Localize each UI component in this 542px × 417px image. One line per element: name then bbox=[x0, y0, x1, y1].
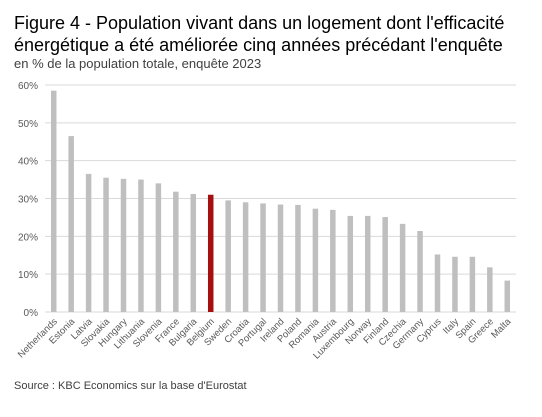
bar-poland bbox=[295, 204, 301, 312]
x-axis-ticks: NetherlandsEstoniaLatviaSlovakiaHungaryL… bbox=[16, 316, 514, 362]
bar-ireland bbox=[277, 204, 284, 312]
bar-slovenia bbox=[155, 183, 162, 312]
bar-germany bbox=[417, 231, 423, 312]
y-tick-label: 60% bbox=[18, 81, 38, 92]
bar-austria bbox=[330, 209, 336, 312]
bar-italy bbox=[452, 256, 458, 312]
bar-hungary bbox=[120, 178, 127, 312]
bars bbox=[50, 90, 511, 312]
chart-title: Figure 4 - Population vivant dans un log… bbox=[14, 13, 505, 55]
bar-malta bbox=[504, 280, 511, 312]
bar-romania bbox=[312, 208, 319, 312]
bar-cyprus bbox=[434, 254, 441, 312]
bar-estonia bbox=[68, 136, 74, 312]
y-tick-label: 10% bbox=[18, 270, 38, 281]
bar-slovakia bbox=[103, 177, 109, 312]
y-axis-ticks: 0% 10% 20% 30% 40% 50% 60% bbox=[18, 81, 38, 319]
bar-belgium bbox=[207, 194, 214, 312]
bar-croatia bbox=[242, 202, 249, 312]
bar-portugal bbox=[260, 203, 266, 312]
bar-norway bbox=[364, 215, 371, 312]
y-tick-label: 40% bbox=[18, 157, 38, 168]
bar-spain bbox=[469, 256, 476, 312]
bar-lithuania bbox=[138, 179, 144, 312]
bar-luxembourg bbox=[347, 215, 354, 312]
y-tick-label: 50% bbox=[18, 119, 38, 130]
bar-finland bbox=[382, 217, 388, 312]
source-note: Source : KBC Economics sur la base d'Eur… bbox=[14, 380, 247, 392]
y-tick-label: 0% bbox=[24, 308, 39, 319]
bar-greece bbox=[487, 267, 493, 312]
chart-subtitle: en % de la population totale, enquête 20… bbox=[14, 56, 262, 71]
bar-czechia bbox=[399, 223, 406, 312]
bar-latvia bbox=[85, 173, 92, 312]
bar-bulgaria bbox=[190, 193, 197, 312]
bar-france bbox=[173, 191, 179, 312]
bar-sweden bbox=[225, 200, 231, 312]
y-tick-label: 20% bbox=[18, 232, 38, 243]
x-tick-label-malta: Malta bbox=[489, 316, 514, 341]
y-tick-label: 30% bbox=[18, 195, 38, 206]
bar-netherlands bbox=[50, 90, 57, 312]
